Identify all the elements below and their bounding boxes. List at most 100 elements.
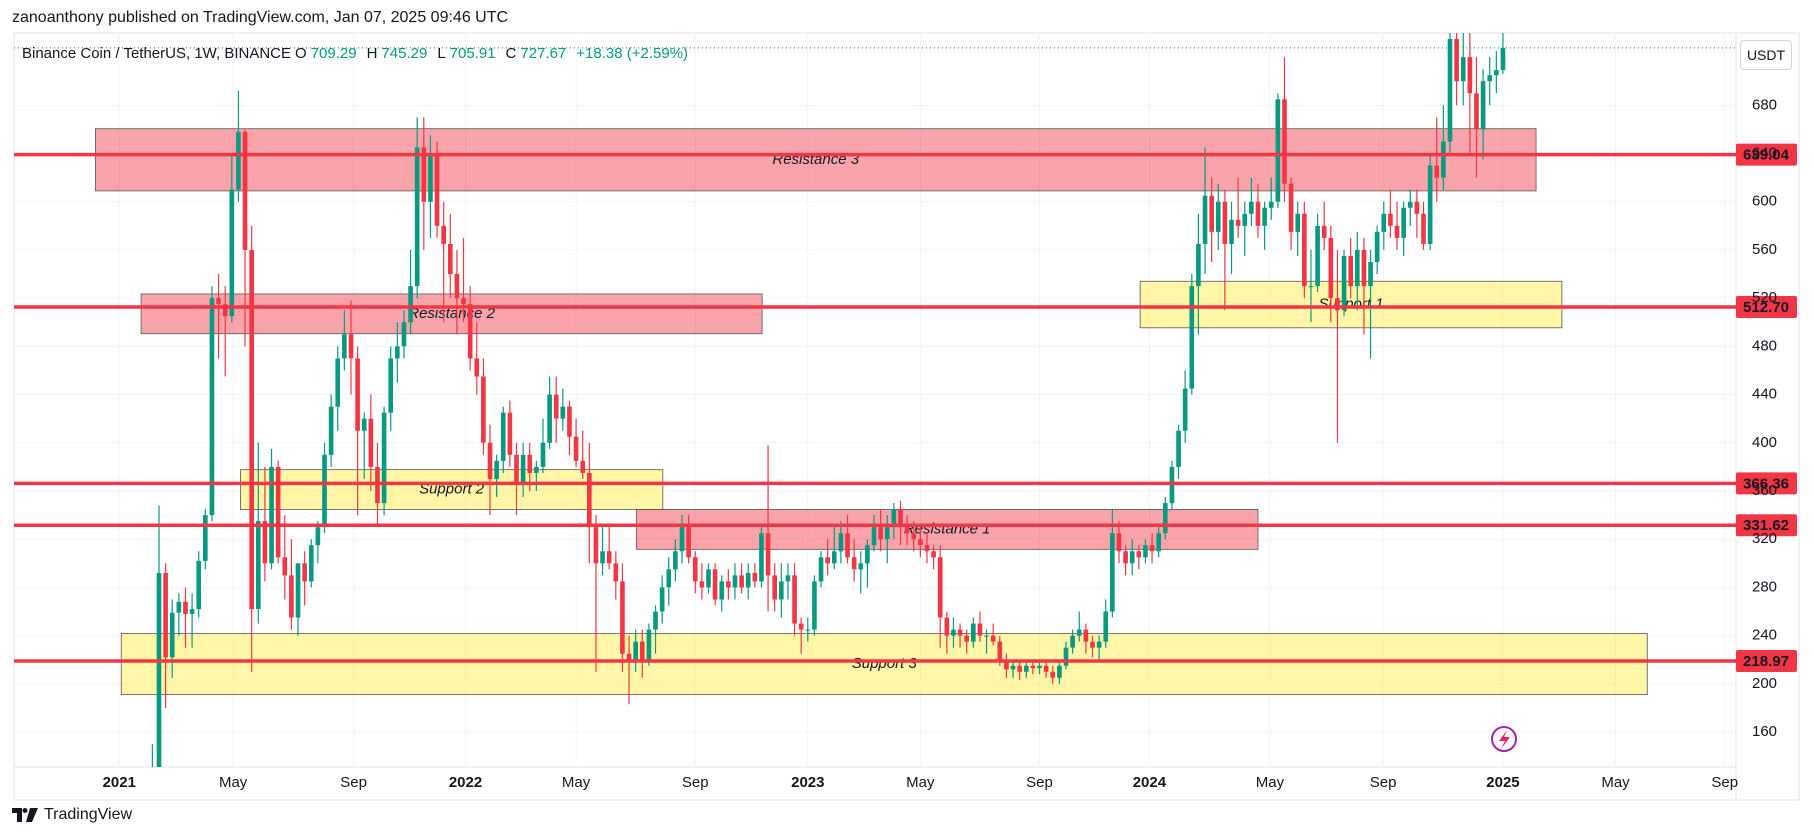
candle-body (342, 334, 347, 359)
level-price-label: 218.97 (1743, 653, 1789, 670)
candle-body (414, 147, 420, 287)
candle-body (388, 358, 394, 413)
candle-body (262, 521, 268, 564)
candle-body (679, 527, 685, 552)
x-tick-label: May (562, 774, 591, 791)
candle-body (779, 581, 784, 600)
candle-body (1083, 629, 1089, 642)
y-tick-label: 240 (1752, 627, 1777, 644)
candle-body (845, 533, 850, 558)
zone (95, 128, 1537, 192)
candle-body (686, 527, 691, 558)
level-price-label: 331.62 (1743, 517, 1789, 534)
candle-body (918, 539, 923, 546)
candle-body (1063, 647, 1069, 666)
legend-value: 709.29 (310, 45, 357, 62)
candle-body (825, 557, 830, 564)
candle-body (163, 572, 168, 658)
y-tick-label: 280 (1752, 578, 1777, 595)
currency-button[interactable]: USDT (1740, 40, 1792, 70)
candle-body (487, 442, 493, 479)
candle-body (1123, 551, 1128, 564)
candle-body (461, 298, 466, 305)
candle-body (706, 569, 711, 588)
candle-body (520, 454, 526, 485)
legend-key: C (505, 45, 517, 62)
candle-body (1235, 219, 1241, 226)
candle-body (812, 581, 817, 630)
candle-body (1268, 201, 1274, 208)
candle-body (1229, 219, 1234, 244)
candle-body (719, 581, 725, 600)
candle-body (1030, 665, 1036, 669)
candle-body (547, 394, 552, 443)
candle-body (1500, 47, 1506, 71)
x-tick-label: May (906, 774, 935, 791)
candle-body (745, 572, 751, 588)
candle-body (1202, 195, 1208, 244)
candle-body (898, 509, 903, 528)
candle-body (699, 581, 705, 588)
candle-body (169, 612, 175, 658)
candle-body (381, 412, 387, 504)
candle-body (308, 545, 314, 582)
candle-body (355, 358, 360, 431)
candle-body (990, 635, 996, 642)
candle-body (1116, 533, 1122, 552)
chart-frame (13, 32, 1800, 801)
candle-body (1295, 213, 1301, 232)
candle-body (1388, 213, 1393, 226)
candle-body (1381, 213, 1387, 232)
zone (120, 633, 1648, 695)
candle-body (785, 575, 791, 582)
candle-body (447, 243, 453, 275)
y-tick-label: 320 (1752, 530, 1777, 547)
candle-body (639, 641, 645, 660)
candle-body (1480, 81, 1486, 130)
candle-body (1176, 430, 1181, 467)
candle-body (1215, 201, 1221, 232)
candle-body (765, 533, 771, 576)
candle-body (1023, 665, 1029, 672)
zone (240, 469, 664, 510)
candle-body (937, 557, 943, 618)
legend-key: H (366, 45, 378, 62)
candle-body (884, 527, 890, 540)
candle-body (328, 406, 334, 455)
candle-body (368, 418, 374, 467)
candle-body (1407, 201, 1413, 208)
y-tick-label: 520 (1752, 289, 1777, 306)
candle-body (527, 454, 533, 473)
candle-body (1255, 201, 1261, 226)
candle-body (507, 412, 513, 455)
candle-body (659, 587, 665, 612)
candle-body (620, 581, 625, 654)
candle-body (964, 635, 970, 642)
y-tick-label: 600 (1752, 193, 1777, 210)
candle-body (573, 436, 579, 461)
y-tick-label: 200 (1752, 675, 1777, 692)
candle-body (302, 563, 307, 582)
candle-body (1149, 545, 1155, 552)
flash-icon[interactable] (1491, 726, 1517, 752)
candle-body (335, 358, 341, 407)
candle-body (322, 454, 327, 528)
candle-body (467, 304, 473, 359)
candle-body (189, 609, 195, 614)
candle-body (858, 563, 864, 570)
candle-body (1282, 99, 1287, 184)
candle-body (944, 617, 950, 636)
x-tick-label: May (1601, 774, 1630, 791)
candle-body (242, 131, 248, 250)
candle-body (653, 611, 658, 630)
candle-body (1136, 551, 1142, 558)
candle-body (1328, 237, 1334, 299)
candle-body (1434, 165, 1440, 178)
level-price-label: 366.36 (1743, 475, 1789, 492)
candle-body (1017, 665, 1022, 672)
legend-value: 705.91 (449, 45, 496, 62)
level-price-label: 639.04 (1743, 147, 1790, 164)
candle-body (1335, 298, 1340, 311)
